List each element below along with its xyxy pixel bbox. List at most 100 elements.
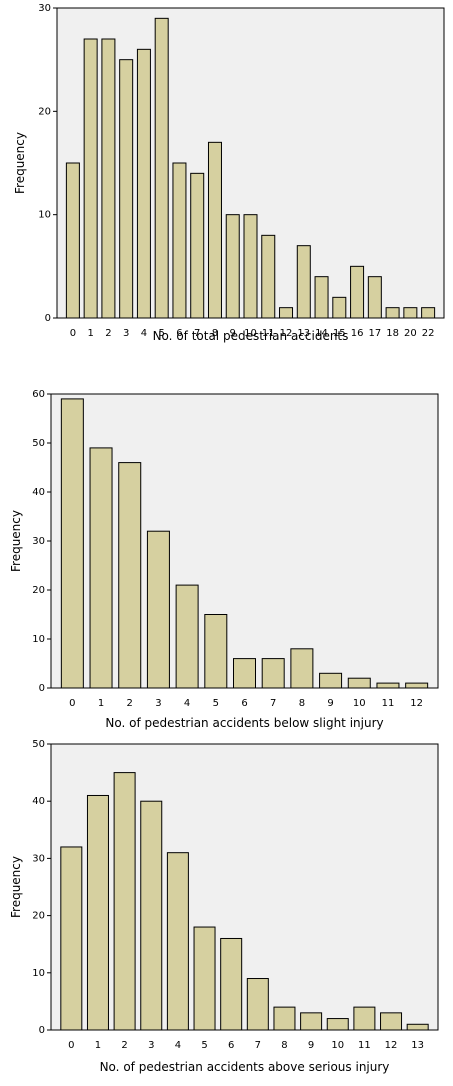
x-tick-label: 0 <box>68 1040 74 1051</box>
x-axis-label: No. of pedestrian accidents below slight… <box>105 716 383 730</box>
x-tick-label: 13 <box>297 328 310 339</box>
bar-6 <box>172 162 187 319</box>
y-tick-label: 50 <box>32 438 45 449</box>
x-tick-label: 12 <box>385 1040 398 1051</box>
x-tick-label: 11 <box>382 698 395 709</box>
x-tick-label: 1 <box>98 698 104 709</box>
y-tick-label: 20 <box>32 585 45 596</box>
x-tick-label: 10 <box>244 328 257 339</box>
y-tick-label: 10 <box>32 968 45 979</box>
bar-18 <box>385 307 400 319</box>
bar-15 <box>332 296 347 319</box>
y-tick-label: 30 <box>38 3 51 14</box>
x-tick-label: 8 <box>281 1040 287 1051</box>
plot-area <box>50 393 439 689</box>
bar-17 <box>367 276 382 319</box>
bar-20 <box>403 307 418 319</box>
x-tick-label: 17 <box>368 328 381 339</box>
x-tick-label: 11 <box>358 1040 371 1051</box>
y-tick-label: 50 <box>32 739 45 750</box>
bar-12 <box>405 682 429 689</box>
bar-4 <box>136 48 151 319</box>
x-tick-label: 1 <box>87 328 93 339</box>
bar-12 <box>380 1012 403 1031</box>
y-tick-label: 40 <box>32 487 45 498</box>
bar-11 <box>376 682 400 689</box>
x-tick-label: 3 <box>123 328 129 339</box>
y-axis-label: Frequency <box>9 510 23 572</box>
y-tick-label: 0 <box>39 1025 45 1036</box>
bar-1 <box>83 38 98 319</box>
bar-13 <box>296 245 311 319</box>
x-tick-label: 7 <box>255 1040 261 1051</box>
bar-2 <box>118 462 142 689</box>
x-tick-label: 4 <box>184 698 190 709</box>
x-tick-label: 15 <box>333 328 346 339</box>
bar-3 <box>119 59 134 319</box>
bar-11 <box>261 234 276 319</box>
bar-13 <box>406 1023 429 1031</box>
x-tick-label: 2 <box>127 698 133 709</box>
bar-8 <box>290 648 314 689</box>
x-tick-label: 9 <box>308 1040 314 1051</box>
x-tick-label: 10 <box>331 1040 344 1051</box>
bar-10 <box>347 677 371 689</box>
x-tick-label: 6 <box>241 698 247 709</box>
bar-6 <box>233 658 256 689</box>
bar-2 <box>101 38 116 319</box>
bar-14 <box>314 276 329 319</box>
y-tick-label: 0 <box>45 313 51 324</box>
histogram-serious-injury: 0 10 20 30 40 50 0 1 2 3 4 5 6 7 8 9 10 11 12 13 No. of pede… <box>0 728 453 1086</box>
bar-0 <box>60 398 84 689</box>
bar-7 <box>246 978 269 1031</box>
bar-7 <box>190 172 205 319</box>
bar-16 <box>350 265 365 319</box>
bar-11 <box>353 1006 376 1031</box>
y-tick-label: 10 <box>38 210 51 221</box>
bar-0 <box>60 846 83 1031</box>
x-tick-label: 20 <box>404 328 417 339</box>
bar-6 <box>220 937 243 1031</box>
bar-3 <box>146 530 170 689</box>
x-tick-label: 9 <box>230 328 236 339</box>
histogram-slight-injury: 0 10 20 30 40 50 60 0 1 2 3 4 5 6 7 8 9 10 11 12 No. of pede… <box>0 378 453 738</box>
x-axis-label: No. of total pedestrian accidents <box>153 329 349 343</box>
x-tick-label: 1 <box>95 1040 101 1051</box>
x-tick-label: 11 <box>262 328 275 339</box>
y-tick-label: 0 <box>39 683 45 694</box>
y-axis-label: Frequency <box>13 132 27 194</box>
bar-8 <box>273 1006 296 1031</box>
x-tick-label: 2 <box>121 1040 127 1051</box>
x-tick-label: 2 <box>105 328 111 339</box>
bar-9 <box>319 672 343 689</box>
y-tick-label: 60 <box>32 389 45 400</box>
x-tick-label: 0 <box>70 328 76 339</box>
x-tick-label: 0 <box>69 698 75 709</box>
bar-9 <box>225 214 240 319</box>
y-axis-label: Frequency <box>9 856 23 918</box>
x-tick-label: 8 <box>212 328 218 339</box>
bar-4 <box>166 852 189 1031</box>
bar-7 <box>261 658 285 689</box>
bar-0 <box>65 162 80 319</box>
y-tick-label: 30 <box>32 853 45 864</box>
bar-8 <box>207 141 222 319</box>
x-axis-label: No. of pedestrian accidents above seriou… <box>100 1060 390 1074</box>
x-tick-label: 5 <box>159 328 165 339</box>
bar-10 <box>326 1018 349 1031</box>
x-tick-label: 16 <box>351 328 364 339</box>
bar-5 <box>154 17 169 319</box>
x-tick-label: 7 <box>270 698 276 709</box>
bar-2 <box>113 772 136 1031</box>
x-tick-label: 3 <box>155 698 161 709</box>
bar-5 <box>204 614 228 689</box>
y-tick-label: 10 <box>32 634 45 645</box>
bar-1 <box>89 447 113 689</box>
bar-1 <box>86 794 109 1031</box>
bar-3 <box>140 800 163 1031</box>
x-tick-label: 12 <box>280 328 293 339</box>
y-tick-label: 20 <box>38 106 51 117</box>
